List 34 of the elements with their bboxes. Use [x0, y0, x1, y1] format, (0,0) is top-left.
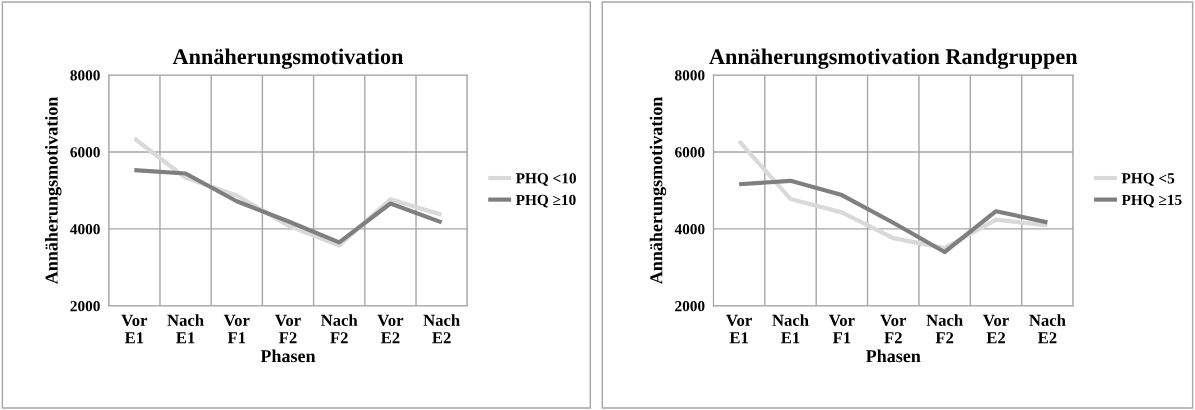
y-tick-label: 2000 [70, 301, 100, 312]
x-tick-label: Vor F2 [880, 314, 907, 344]
y-tick-label: 4000 [70, 224, 100, 235]
x-tick-label: Vor E1 [121, 314, 148, 344]
chart-title: Annäherungsmotivation Randgruppen [709, 48, 1078, 69]
x-tick-label: Vor E2 [983, 314, 1009, 344]
x-tick-label: Nach E2 [423, 314, 460, 344]
y-tick-label: 6000 [70, 147, 100, 158]
x-tick-label: Vor F1 [828, 314, 855, 344]
legend-label: PHQ <10 [515, 173, 576, 186]
line-series [132, 167, 444, 245]
x-tick-label: Nach F2 [926, 314, 963, 344]
x-tick-label: Nach E2 [1029, 314, 1066, 344]
x-tick-label: Vor F1 [223, 314, 250, 344]
x-tick-label: Nach F2 [321, 314, 358, 344]
x-axis-title: Phasen [865, 349, 921, 363]
x-tick-label: Nach E1 [772, 314, 809, 344]
x-tick-label: Vor E1 [726, 314, 752, 344]
x-tick-label: Vor E2 [377, 314, 404, 344]
x-axis-title: Phasen [260, 349, 316, 363]
y-axis-title: Annäherungsmotivation [649, 96, 667, 285]
y-tick-label: 6000 [675, 147, 705, 158]
y-tick-label: 8000 [70, 70, 100, 81]
legend-label: PHQ <5 [1121, 173, 1175, 186]
y-tick-label: 4000 [674, 224, 705, 235]
chart-title: Annäherungsmotivation [172, 48, 404, 69]
legend-label: PHQ ≥15 [1121, 194, 1182, 208]
y-axis-title: Annäherungsmotivation [45, 96, 62, 285]
legend-label: PHQ ≥10 [515, 194, 576, 208]
y-tick-label: 2000 [675, 301, 705, 312]
y-tick-label: 8000 [675, 70, 705, 81]
x-tick-label: Nach E1 [167, 314, 204, 344]
x-tick-label: Vor F2 [275, 314, 301, 344]
line-series [737, 178, 1050, 255]
